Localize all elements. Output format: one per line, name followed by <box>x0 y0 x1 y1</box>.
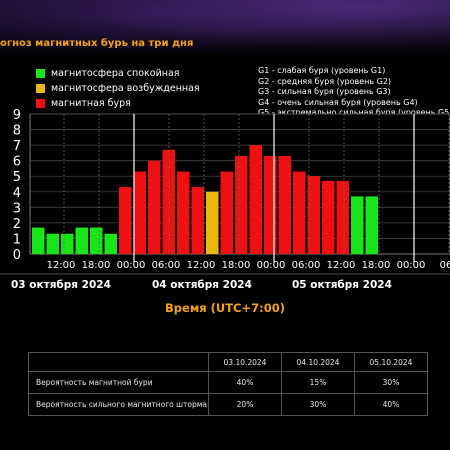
kp-bar <box>336 180 349 254</box>
kp-bar <box>162 149 175 254</box>
date-label: 05 октября 2024 <box>292 279 392 291</box>
table-row: Вероятность сильного магнитного шторма 2… <box>28 393 428 416</box>
kp-bar <box>365 196 378 254</box>
date-label: 04 октября 2024 <box>152 279 252 291</box>
x-tick-label: 06 <box>440 260 450 271</box>
probability-table: 03.10.2024 04.10.2024 05.10.2024 Вероятн… <box>28 352 428 416</box>
legend-label-storm: магнитная буря <box>51 98 131 109</box>
x-tick-label: 12:00 <box>47 260 76 271</box>
legend-label-unsettled: магнитосфера возбужденная <box>51 83 200 94</box>
date-label: 03 октября 2024 <box>11 279 111 291</box>
table-header-row: 03.10.2024 04.10.2024 05.10.2024 <box>28 352 428 372</box>
x-tick-label: 00:00 <box>257 260 286 271</box>
kp-bar <box>235 156 248 254</box>
table-row: Вероятность магнитной бури 40% 15% 30% <box>28 371 428 394</box>
y-tick-label: 9 <box>13 108 21 123</box>
storm-scale-legend: G1 - слабая буря (уровень G1) G2 - средн… <box>258 66 450 119</box>
kp-bar <box>322 180 335 254</box>
kp-bar <box>46 233 59 254</box>
legend-swatch-quiet <box>36 69 45 78</box>
kp-bar <box>148 160 161 254</box>
kp-bar <box>90 227 103 254</box>
table-cell: 30% <box>354 371 428 394</box>
kp-bar <box>220 171 233 254</box>
x-tick-label: 06:00 <box>292 260 321 271</box>
scale-item-g1: G1 - слабая буря (уровень G1) <box>258 66 386 75</box>
table-date-header: 05.10.2024 <box>354 352 428 372</box>
kp-bar <box>293 171 306 254</box>
page-title: огноз магнитных бурь на три дня <box>0 38 194 49</box>
scale-item-g5: G5 - экстремально сильная буря (уровень … <box>258 108 450 117</box>
x-tick-label: 00:00 <box>117 260 146 271</box>
x-tick-label: 12:00 <box>187 260 216 271</box>
x-tick-label: 12:00 <box>327 260 356 271</box>
scale-item-g3: G3 - сильная буря (уровень G3) <box>258 87 391 96</box>
kp-bar <box>133 171 146 254</box>
color-legend: магнитосфера спокойная магнитосфера возб… <box>36 66 200 111</box>
legend-label-quiet: магнитосфера спокойная <box>51 68 180 79</box>
kp-bar <box>264 156 277 254</box>
kp-bar-chart: 0123456789Kp12:0018:0000:0006:0012:0018:… <box>0 108 450 291</box>
legend-swatch-unsettled <box>36 84 45 93</box>
table-corner-cell <box>28 352 209 372</box>
kp-bar <box>119 187 132 254</box>
y-tick-label: 8 <box>13 124 21 139</box>
scale-item-g2: G2 - средняя буря (уровень G2) <box>258 76 392 86</box>
kp-bar <box>61 233 74 254</box>
table-row-label: Вероятность сильного магнитного шторма <box>28 393 209 416</box>
x-tick-label: 18:00 <box>82 260 111 271</box>
y-tick-label: 6 <box>13 155 21 170</box>
table-row-label: Вероятность магнитной бури <box>28 371 209 394</box>
y-tick-label: 2 <box>13 217 21 232</box>
kp-bar <box>32 227 45 254</box>
kp-bar <box>307 176 320 254</box>
y-tick-label: 4 <box>13 186 21 201</box>
kp-bar <box>177 171 190 254</box>
legend-swatch-storm <box>36 99 45 108</box>
y-tick-label: 0 <box>13 248 21 263</box>
header-banner <box>0 0 450 60</box>
y-tick-label: 7 <box>13 139 21 154</box>
table-cell: 15% <box>281 371 355 394</box>
kp-bar <box>191 187 204 254</box>
time-axis-title: Время (UTC+7:00) <box>165 301 285 315</box>
kp-bar <box>249 145 262 254</box>
table-cell: 20% <box>208 393 282 416</box>
legend-item-quiet: магнитосфера спокойная <box>36 66 200 81</box>
table-date-header: 03.10.2024 <box>208 352 282 372</box>
table-cell: 40% <box>208 371 282 394</box>
kp-bar <box>278 156 291 254</box>
scale-item-g4: G4 - очень сильная буря (уровень G4) <box>258 97 418 107</box>
x-tick-label: 00:00 <box>397 260 426 271</box>
y-tick-label: 5 <box>13 170 21 185</box>
legend-item-storm: магнитная буря <box>36 96 200 111</box>
kp-bar <box>206 191 219 254</box>
kp-bar <box>104 233 117 254</box>
table-date-header: 04.10.2024 <box>281 352 355 372</box>
table-cell: 30% <box>281 393 355 416</box>
y-tick-label: 1 <box>13 232 21 247</box>
x-tick-label: 18:00 <box>222 260 251 271</box>
table-cell: 40% <box>354 393 428 416</box>
x-tick-label: 18:00 <box>362 260 391 271</box>
kp-bar <box>351 196 364 254</box>
y-tick-label: 3 <box>13 201 21 216</box>
x-tick-label: 06:00 <box>152 260 181 271</box>
legend-item-unsettled: магнитосфера возбужденная <box>36 81 200 96</box>
kp-bar <box>75 227 88 254</box>
